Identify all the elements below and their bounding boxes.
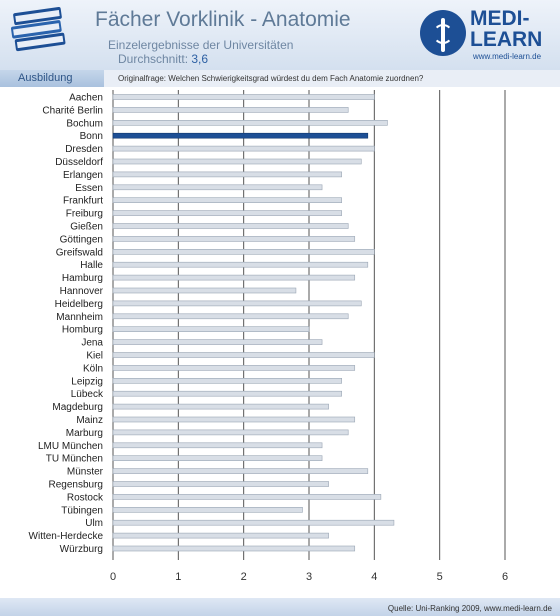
x-tick-label: 2	[241, 571, 247, 583]
bar	[112, 339, 323, 345]
books-icon	[10, 7, 66, 52]
bar	[112, 468, 369, 474]
snake-icon	[433, 24, 453, 44]
footer-bar	[0, 598, 560, 616]
bar	[112, 352, 375, 358]
category-label: Tübingen	[61, 505, 103, 516]
bar	[112, 184, 323, 191]
category-label: Hamburg	[62, 273, 103, 284]
bar	[112, 158, 362, 165]
bar	[112, 326, 310, 332]
header-banner	[0, 0, 560, 70]
category-label: Homburg	[62, 325, 103, 336]
category-label: Regensburg	[49, 480, 103, 491]
question-bar	[104, 70, 560, 87]
category-label: Frankfurt	[63, 196, 103, 207]
category-label: Bochum	[66, 118, 103, 129]
bar	[112, 171, 342, 178]
category-label: Gießen	[70, 222, 103, 233]
category-label: Rostock	[67, 492, 104, 503]
bar	[112, 390, 342, 397]
category-label: Magdeburg	[52, 402, 103, 413]
bar	[112, 403, 329, 410]
bar	[112, 416, 356, 423]
bar	[112, 377, 342, 384]
category-label: Mainz	[76, 415, 103, 426]
bar	[112, 274, 356, 281]
category-label: Ausbildung	[18, 72, 73, 84]
bar	[112, 519, 395, 526]
bar	[112, 132, 369, 139]
bar	[112, 94, 375, 100]
bar	[112, 365, 356, 371]
category-label: Freiburg	[66, 209, 103, 220]
bar	[112, 300, 362, 307]
category-label: Jena	[81, 338, 103, 349]
chart-title: Fächer Vorklinik - Anatomie	[95, 8, 351, 31]
bar	[112, 119, 388, 126]
question-text: Originalfrage: Welchen Schwierigkeitsgra…	[118, 74, 424, 83]
category-label: Essen	[75, 183, 103, 194]
bar	[112, 455, 323, 462]
category-label: Münster	[67, 467, 104, 478]
category-label: Charité Berlin	[42, 105, 103, 116]
chart-subtitle: Einzelergebnisse der Universitäten	[108, 38, 294, 52]
logo-emblem-icon	[420, 10, 466, 56]
bar	[112, 107, 349, 113]
category-label: Heidelberg	[55, 299, 103, 310]
bar	[112, 481, 329, 487]
category-label: Ulm	[85, 518, 103, 529]
bar	[112, 261, 369, 268]
bar	[112, 494, 382, 500]
bar	[112, 145, 375, 152]
bar	[112, 532, 329, 539]
category-label: Düsseldorf	[55, 157, 103, 168]
average-line: Durchschnitt: 3,6	[118, 52, 208, 66]
bar	[112, 249, 375, 255]
category-label: Halle	[80, 260, 103, 271]
category-label: Göttingen	[60, 234, 103, 245]
category-tab	[0, 70, 104, 87]
bar	[112, 223, 349, 229]
category-label: Mannheim	[56, 312, 103, 323]
x-tick-label: 6	[502, 571, 508, 583]
bar	[112, 442, 323, 449]
bar	[112, 287, 297, 294]
category-label: Dresden	[65, 144, 103, 155]
x-tick-label: 0	[110, 571, 116, 583]
bar	[112, 313, 349, 320]
bar	[112, 429, 349, 436]
average-label: Durchschnitt:	[118, 52, 189, 66]
bar	[112, 197, 342, 203]
medi-learn-logo: MEDI- LEARN www.medi-learn.de	[420, 8, 552, 64]
category-label: Bonn	[80, 131, 103, 142]
average-value: 3,6	[191, 52, 209, 66]
x-tick-label: 3	[306, 571, 312, 583]
bar	[112, 545, 356, 552]
x-tick-label: 1	[175, 571, 181, 583]
category-label: Hannover	[60, 286, 104, 297]
bar	[112, 236, 356, 242]
bar	[112, 210, 342, 216]
category-label: Leipzig	[71, 376, 103, 387]
category-label: Lübeck	[71, 389, 104, 400]
source-note: Quelle: Uni-Ranking 2009, www.medi-learn…	[387, 604, 552, 613]
category-label: Kiel	[86, 351, 103, 362]
category-label: Köln	[83, 363, 103, 374]
category-label: Würzburg	[60, 544, 103, 555]
category-label: Marburg	[66, 428, 103, 439]
category-label: Greifswald	[56, 247, 103, 258]
category-label: TU München	[46, 454, 103, 465]
x-tick-label: 4	[371, 571, 377, 583]
category-label: Aachen	[69, 93, 103, 104]
logo-url: www.medi-learn.de	[473, 52, 542, 61]
bar	[112, 506, 303, 513]
category-label: Erlangen	[63, 170, 103, 181]
x-tick-label: 5	[437, 571, 443, 583]
category-label: Witten-Herdecke	[29, 531, 104, 542]
category-label: LMU München	[38, 441, 103, 452]
logo-wordmark: MEDI- LEARN	[470, 7, 543, 51]
